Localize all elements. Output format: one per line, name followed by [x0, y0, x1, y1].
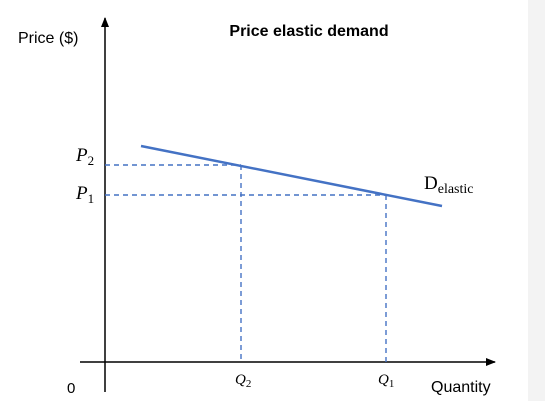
p1-label: P1 — [75, 183, 94, 206]
right-edge-strip — [528, 0, 545, 401]
x-axis-label: Quantity — [431, 379, 491, 396]
demand-curve — [140, 144, 443, 208]
q1-label-base: Q — [378, 372, 389, 388]
q2-label-base: Q — [235, 372, 246, 388]
q2-label: Q2 — [235, 372, 251, 390]
p2-label: P2 — [75, 145, 94, 168]
origin-label: 0 — [67, 380, 75, 397]
q2-label-subscript: 2 — [246, 378, 252, 390]
demand-curve-label: Delastic — [424, 173, 474, 197]
p2-label-subscript: 2 — [88, 153, 95, 168]
demand-curve-label-subscript: elastic — [438, 182, 474, 197]
q1-label: Q1 — [378, 372, 394, 390]
q1-label-subscript: 1 — [389, 378, 395, 390]
y-axis-label: Price ($) — [18, 30, 78, 47]
demand-curve-label-base: D — [424, 173, 438, 194]
p2-label-base: P — [75, 145, 88, 166]
p1-label-subscript: 1 — [88, 191, 95, 206]
diagram-title: Price elastic demand — [229, 23, 388, 40]
p1-label-base: P — [75, 183, 88, 204]
